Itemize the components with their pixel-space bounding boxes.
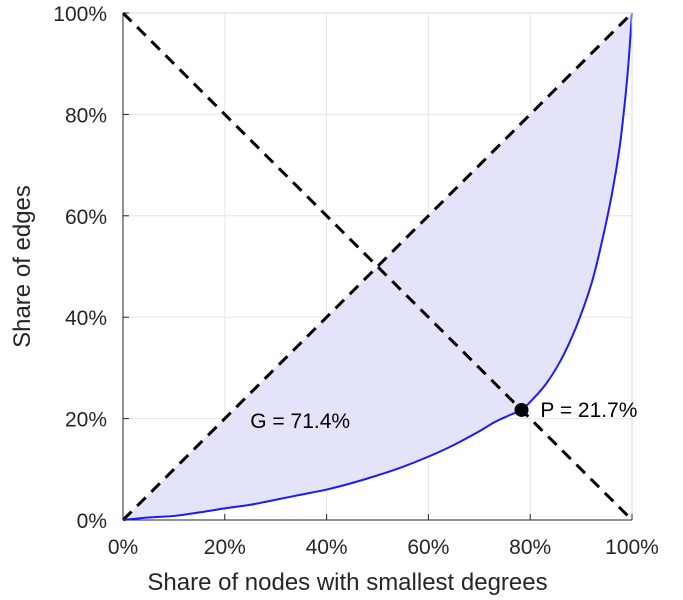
y-axis-ticks: 0% 20% 40% 60% 80% 100% [53,3,129,533]
y-tick-label: 0% [77,510,107,533]
lorenz-curve-line [122,12,633,521]
x-tick-label: 80% [509,536,551,559]
gini-label: G = 71.4% [250,410,350,433]
y-tick-label: 60% [65,206,107,229]
y-tick-label: 80% [65,104,107,127]
inequality-area [123,13,632,520]
x-axis-ticks: 0% 20% 40% 60% 80% 100% [108,514,659,559]
x-tick-label: 0% [108,536,138,559]
x-tick-label: 100% [605,536,659,559]
x-tick-label: 40% [306,536,348,559]
y-tick-label: 20% [65,409,107,432]
x-tick-label: 20% [204,536,246,559]
y-axis-title: Share of edges [9,185,36,348]
x-tick-label: 60% [407,536,449,559]
p-point-marker [514,402,529,417]
y-tick-label: 40% [65,307,107,330]
x-axis-title: Share of nodes with smallest degrees [147,569,547,596]
markers [514,402,529,417]
p-label: P = 21.7% [540,399,637,422]
y-tick-label: 100% [53,3,107,26]
